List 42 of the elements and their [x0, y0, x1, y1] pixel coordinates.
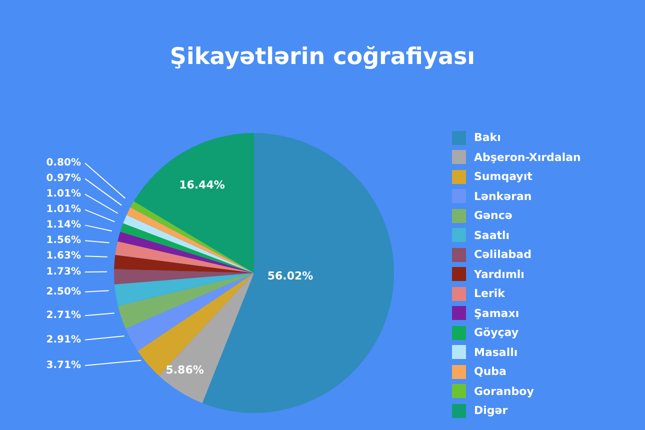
- pie-slice: [120, 223, 254, 273]
- pie-slice: [134, 133, 254, 273]
- pie-slice: [118, 273, 254, 329]
- legend-label: Saatlı: [474, 228, 510, 242]
- legend-label: Sumqayıt: [474, 170, 532, 184]
- pie-slice: [115, 241, 254, 273]
- legend-label: Digər: [474, 404, 508, 418]
- data-label: 16.44%: [179, 178, 225, 192]
- data-label: 1.01%: [46, 188, 81, 200]
- data-label: 1.73%: [46, 266, 81, 278]
- pie-slice: [114, 273, 254, 306]
- pie-slice: [126, 273, 254, 352]
- legend-label: Bakı: [474, 131, 501, 144]
- data-label: 2.71%: [46, 310, 81, 322]
- legend-label: Quba: [474, 365, 506, 378]
- data-label: 1.63%: [46, 250, 81, 262]
- legend-label: Lerik: [474, 287, 505, 300]
- legend-label: Masallı: [474, 346, 518, 359]
- pie-slice: [114, 254, 254, 273]
- legend-label: Göyçay: [474, 326, 519, 340]
- pie-slice: [118, 232, 254, 273]
- data-label: 56.02%: [267, 269, 314, 282]
- legend-label: Cəlilabad: [474, 248, 532, 262]
- data-label: 3.71%: [46, 360, 81, 372]
- legend-label: Şamaxı: [474, 306, 520, 320]
- data-label: 2.50%: [46, 286, 81, 298]
- data-label: 0.97%: [46, 173, 81, 184]
- legend-label: Gəncə: [474, 209, 512, 222]
- data-label: 1.56%: [46, 235, 81, 246]
- legend-label: Abşeron-Xırdalan: [474, 150, 581, 164]
- data-label: 5.86%: [166, 363, 204, 376]
- legend-label: Goranboy: [474, 384, 534, 398]
- data-label: 1.14%: [46, 220, 81, 231]
- chart-title: Şikayətlərin coğrafiyası: [168, 44, 476, 70]
- legend-label: Yardımlı: [474, 268, 524, 281]
- data-label: 0.80%: [46, 158, 81, 169]
- data-label: 2.91%: [46, 334, 81, 346]
- pie-slice: [138, 273, 254, 376]
- data-label: 1.01%: [46, 204, 81, 216]
- pie-slice: [158, 273, 254, 404]
- pie-slice: [114, 269, 254, 284]
- legend-label: Lənkəran: [474, 190, 532, 203]
